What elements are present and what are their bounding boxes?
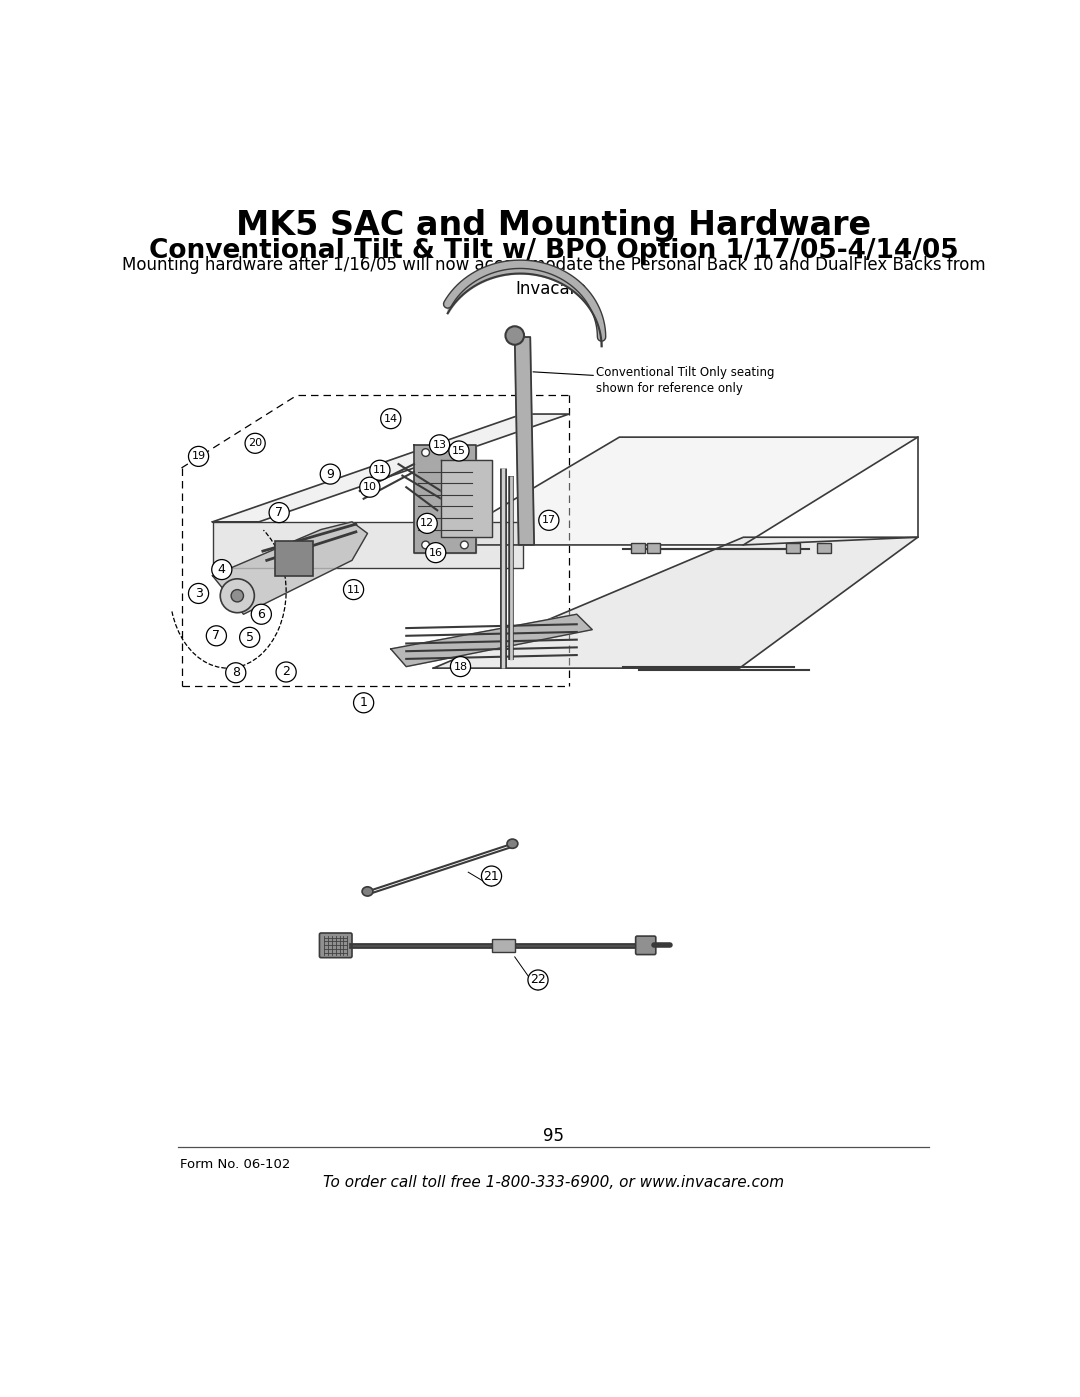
Bar	[816, 543, 831, 553]
Circle shape	[360, 478, 380, 497]
Text: MK5 SAC and Mounting Hardware: MK5 SAC and Mounting Hardware	[235, 210, 872, 242]
Circle shape	[353, 693, 374, 712]
Polygon shape	[414, 444, 476, 553]
Polygon shape	[437, 437, 918, 545]
Circle shape	[369, 460, 390, 481]
Circle shape	[240, 627, 260, 647]
Circle shape	[482, 866, 501, 886]
Circle shape	[245, 433, 266, 453]
Polygon shape	[515, 337, 535, 545]
Bar	[631, 543, 645, 553]
Polygon shape	[433, 538, 918, 668]
Text: 22: 22	[530, 974, 545, 986]
Text: 11: 11	[347, 584, 361, 595]
Text: 9: 9	[326, 468, 334, 481]
Text: 21: 21	[484, 869, 499, 883]
Circle shape	[252, 605, 271, 624]
Ellipse shape	[362, 887, 373, 895]
Text: 3: 3	[194, 587, 202, 599]
Text: Conventional Tilt & Tilt w/ BPO Option 1/17/05-4/14/05: Conventional Tilt & Tilt w/ BPO Option 1…	[149, 237, 958, 264]
Text: 5: 5	[246, 631, 254, 644]
Text: 14: 14	[383, 414, 397, 423]
Circle shape	[460, 541, 469, 549]
Text: 15: 15	[451, 446, 465, 455]
Text: 10: 10	[363, 482, 377, 492]
Circle shape	[269, 503, 289, 522]
Polygon shape	[213, 522, 367, 615]
FancyBboxPatch shape	[320, 933, 352, 958]
Polygon shape	[391, 615, 592, 666]
Circle shape	[539, 510, 559, 531]
Text: 8: 8	[232, 666, 240, 679]
Circle shape	[226, 662, 246, 683]
Text: 19: 19	[191, 451, 205, 461]
Text: 7: 7	[275, 506, 283, 520]
Text: To order call toll free 1-800-333-6900, or www.invacare.com: To order call toll free 1-800-333-6900, …	[323, 1175, 784, 1190]
Polygon shape	[441, 460, 491, 538]
Circle shape	[430, 434, 449, 455]
Ellipse shape	[507, 840, 517, 848]
Circle shape	[220, 578, 255, 613]
Polygon shape	[213, 414, 569, 522]
Text: Form No. 06-102: Form No. 06-102	[180, 1158, 291, 1171]
Circle shape	[449, 441, 469, 461]
Bar	[274, 541, 313, 576]
Circle shape	[231, 590, 243, 602]
Circle shape	[450, 657, 471, 676]
Bar	[647, 543, 661, 553]
Circle shape	[189, 584, 208, 604]
Text: 16: 16	[429, 548, 443, 557]
Text: 2: 2	[282, 665, 291, 679]
Circle shape	[422, 448, 430, 457]
Circle shape	[343, 580, 364, 599]
Circle shape	[460, 448, 469, 457]
FancyBboxPatch shape	[636, 936, 656, 954]
Circle shape	[212, 560, 232, 580]
Text: 11: 11	[373, 465, 387, 475]
Text: 95: 95	[543, 1126, 564, 1144]
Circle shape	[206, 626, 227, 645]
Text: Mounting hardware after 1/16/05 will now accommodate the Personal Back 10 and Du: Mounting hardware after 1/16/05 will now…	[122, 256, 985, 298]
Circle shape	[426, 542, 446, 563]
Bar	[786, 543, 800, 553]
Text: 7: 7	[213, 629, 220, 643]
Text: 1: 1	[360, 696, 367, 710]
Circle shape	[505, 327, 524, 345]
Circle shape	[417, 513, 437, 534]
Circle shape	[276, 662, 296, 682]
Text: 17: 17	[542, 515, 556, 525]
Circle shape	[422, 541, 430, 549]
Circle shape	[380, 409, 401, 429]
Circle shape	[321, 464, 340, 485]
Circle shape	[528, 970, 548, 990]
Circle shape	[189, 447, 208, 467]
Text: 4: 4	[218, 563, 226, 576]
Polygon shape	[213, 522, 523, 569]
Text: Conventional Tilt Only seating
shown for reference only: Conventional Tilt Only seating shown for…	[596, 366, 774, 395]
Text: 13: 13	[433, 440, 446, 450]
Bar	[491, 939, 515, 951]
Text: 12: 12	[420, 518, 434, 528]
Text: 20: 20	[248, 439, 262, 448]
Text: 18: 18	[454, 662, 468, 672]
Text: 6: 6	[257, 608, 266, 620]
